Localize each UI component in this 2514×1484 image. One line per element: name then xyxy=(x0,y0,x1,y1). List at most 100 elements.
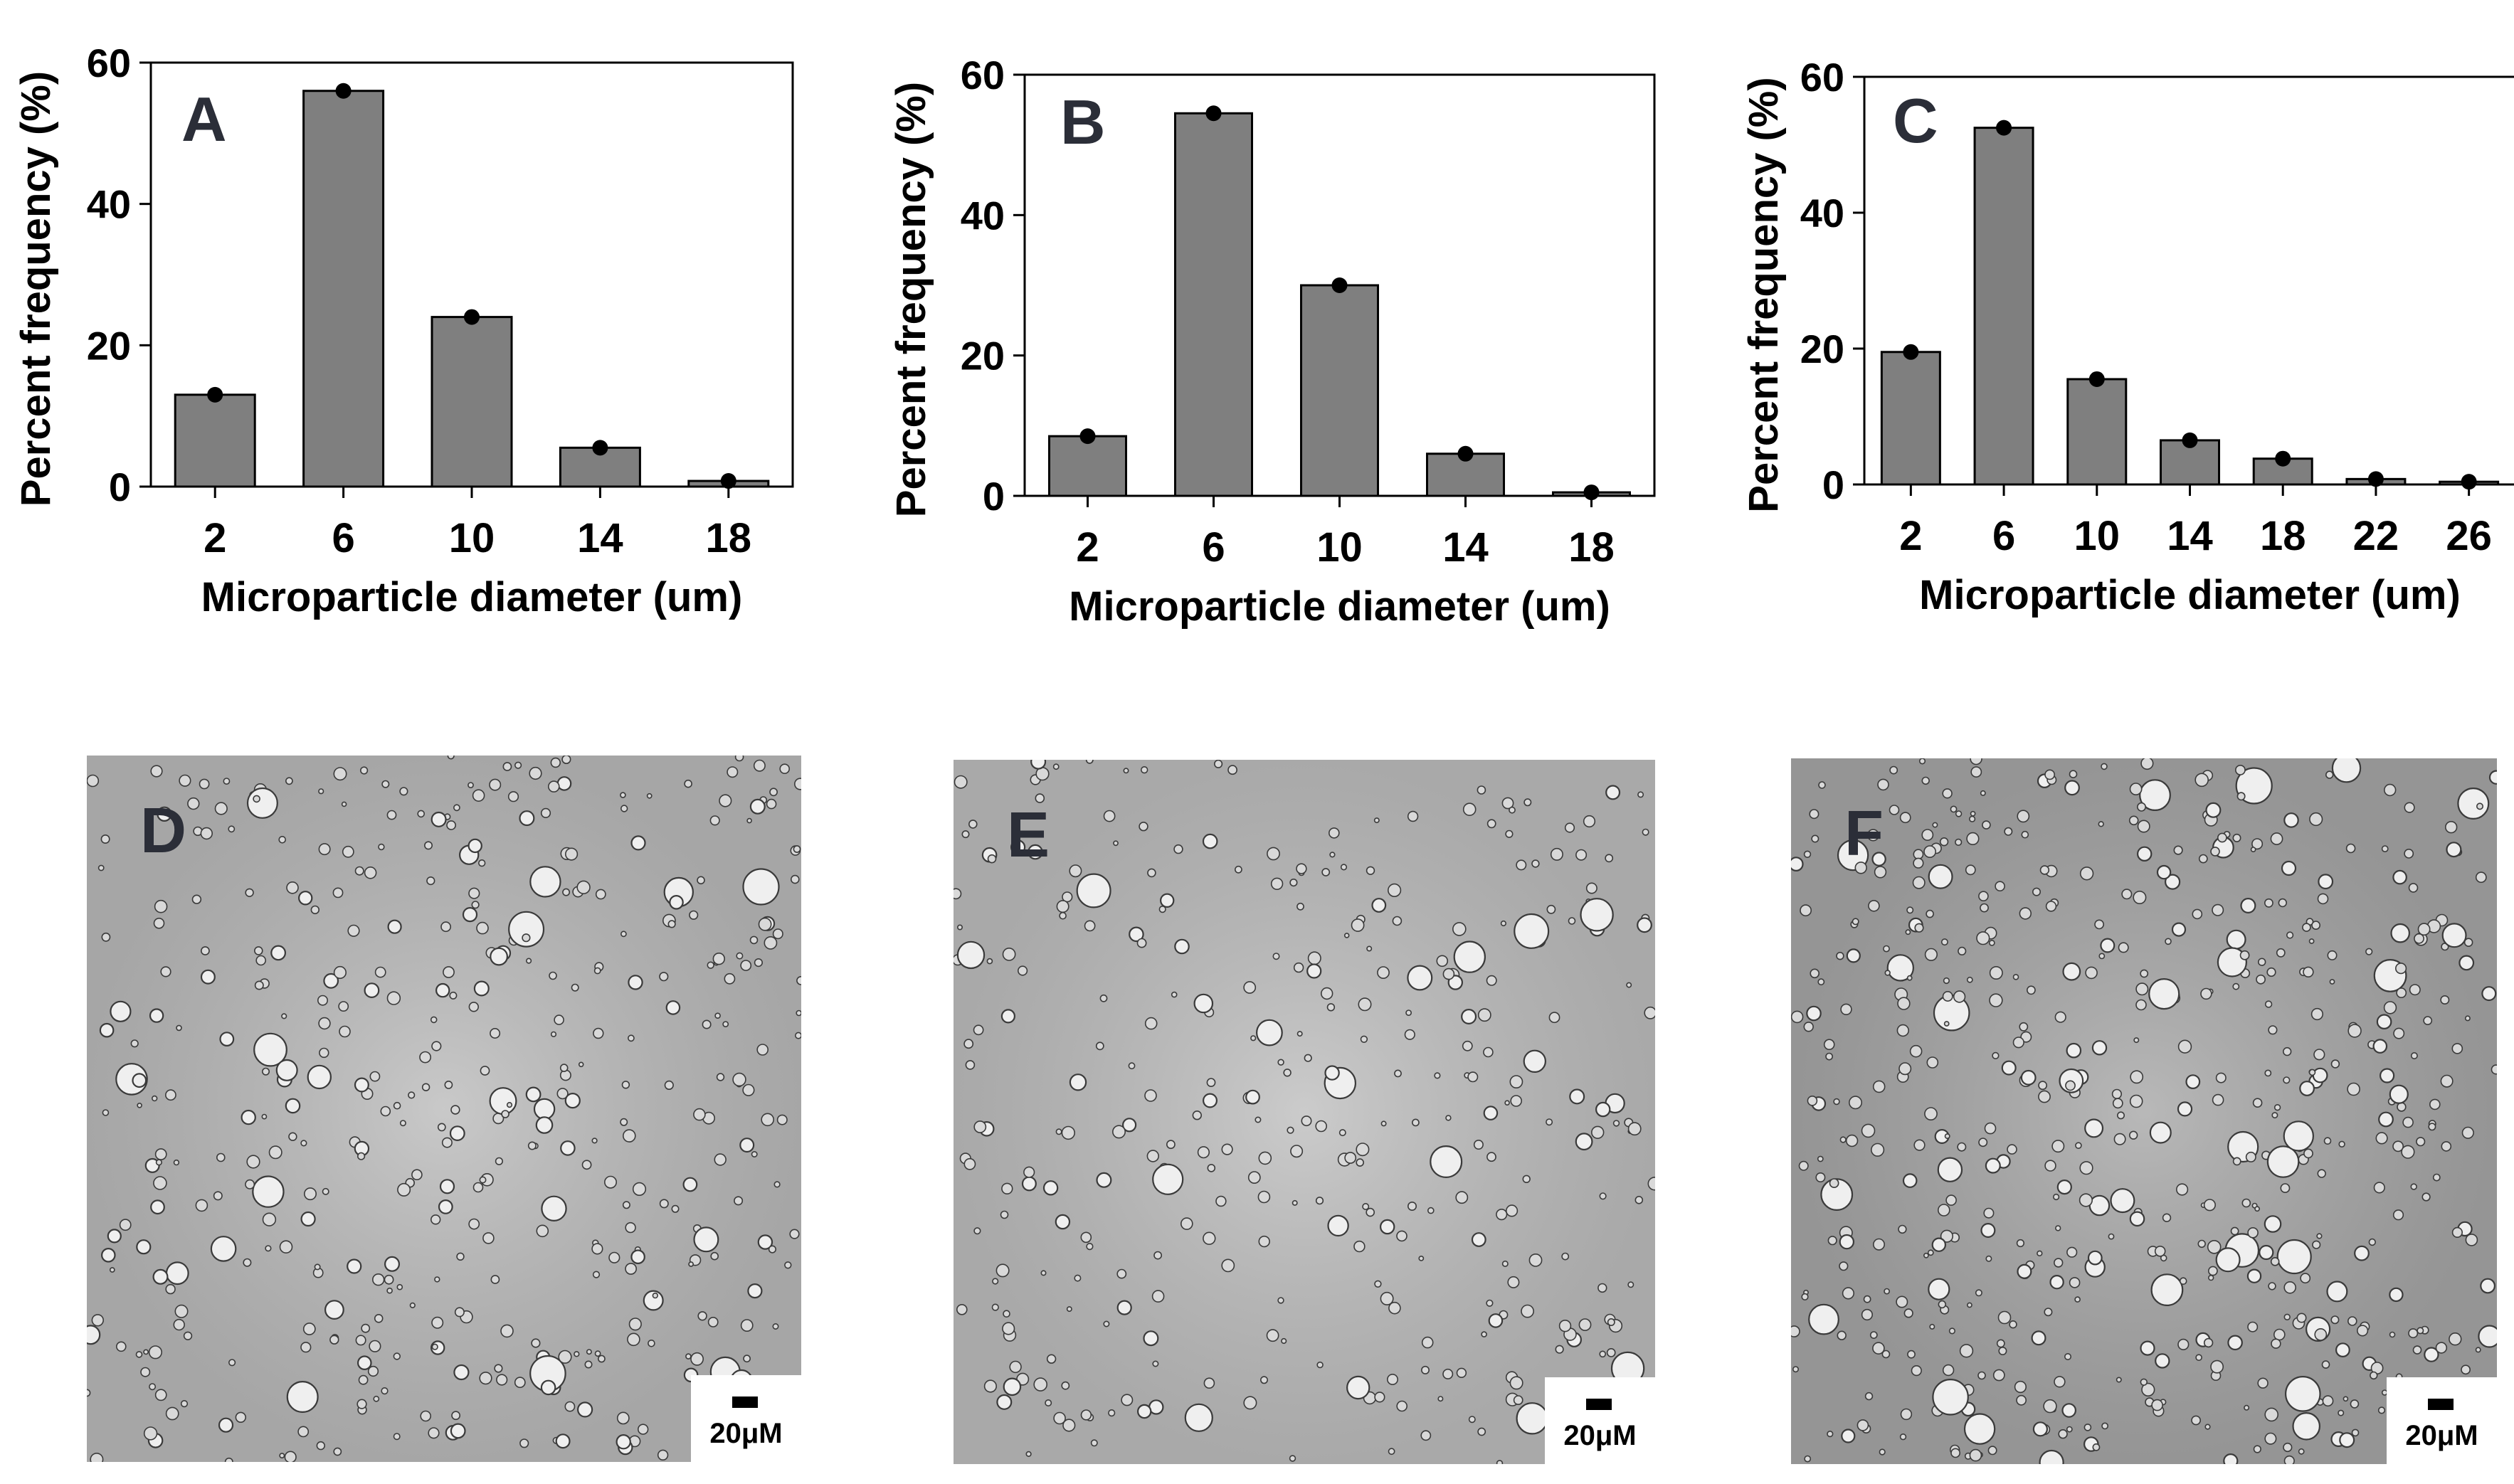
microparticle xyxy=(2177,1039,2192,1054)
microparticle xyxy=(298,891,313,906)
microparticle xyxy=(2451,1226,2463,1239)
microparticle xyxy=(1842,1287,1854,1300)
microparticle xyxy=(426,876,435,886)
microparticle xyxy=(1599,1192,1607,1200)
microparticle xyxy=(1983,1207,1995,1219)
microparticle xyxy=(2129,783,2143,796)
microparticle xyxy=(595,889,606,900)
microparticle xyxy=(195,1199,208,1212)
microparticle xyxy=(2283,1455,2295,1464)
microparticle xyxy=(1061,1125,1076,1140)
microparticle xyxy=(628,975,643,990)
microparticle xyxy=(1854,862,1867,874)
microparticle xyxy=(1801,1293,1809,1301)
microparticle xyxy=(386,810,397,820)
y-tick-label: 40 xyxy=(87,182,131,227)
microparticle xyxy=(2155,1353,2170,1369)
microparticle xyxy=(386,991,401,1005)
microparticle xyxy=(742,1083,755,1096)
y-tick-label: 20 xyxy=(1800,327,1844,371)
microparticle xyxy=(213,1191,223,1201)
microparticle xyxy=(1069,1074,1087,1091)
microparticle xyxy=(2021,830,2029,839)
x-tick-label: 10 xyxy=(449,515,495,561)
microparticle xyxy=(734,1196,744,1206)
microparticle xyxy=(2246,1268,2262,1283)
microparticle xyxy=(1346,1375,1370,1400)
microparticle xyxy=(684,779,692,788)
microparticle xyxy=(1791,1325,1800,1337)
microparticle xyxy=(2491,1064,2497,1075)
microparticle xyxy=(374,966,386,978)
microparticle xyxy=(2045,901,2057,912)
microparticle xyxy=(2276,1239,2312,1275)
microparticle xyxy=(1940,1229,1953,1243)
bar xyxy=(431,316,513,488)
microparticle xyxy=(1085,760,1094,764)
micrograph-vignette xyxy=(1791,758,2497,1464)
microparticle xyxy=(140,1367,151,1377)
data-point xyxy=(2182,432,2198,448)
microparticle xyxy=(2264,1215,2282,1233)
microparticle xyxy=(2350,1399,2360,1409)
microparticle xyxy=(1590,1125,1605,1139)
microparticle xyxy=(2404,848,2414,859)
microparticle xyxy=(1371,898,1387,913)
microparticle xyxy=(430,1016,438,1024)
microparticle xyxy=(554,1014,564,1025)
microparticle xyxy=(1296,863,1307,874)
microparticle xyxy=(288,1132,297,1141)
microparticle xyxy=(1863,1295,1871,1303)
microparticle xyxy=(2268,1025,2278,1035)
microparticle xyxy=(150,765,163,778)
microparticle xyxy=(2312,1240,2321,1249)
microparticle xyxy=(1147,868,1156,878)
microparticle xyxy=(218,1417,234,1433)
scale-bar-e xyxy=(1586,1399,1612,1410)
microparticle xyxy=(2488,770,2497,785)
microparticle xyxy=(165,1406,179,1421)
microparticle xyxy=(369,1071,381,1082)
microparticle xyxy=(622,1201,630,1209)
microparticle xyxy=(2283,1120,2315,1152)
microparticle xyxy=(1035,793,1045,803)
y-tick-label: 20 xyxy=(961,334,1005,378)
microparticle xyxy=(1903,1308,1913,1318)
microparticle xyxy=(1396,1400,1408,1412)
microparticle xyxy=(789,1229,800,1239)
microparticle xyxy=(2375,1132,2388,1145)
microparticle xyxy=(697,1311,707,1321)
microparticle xyxy=(2259,1244,2274,1261)
microparticle xyxy=(2421,1192,2431,1202)
microparticle xyxy=(2195,1354,2202,1362)
scale-label-d: 20μM xyxy=(709,1418,783,1449)
microparticle xyxy=(1477,785,1486,795)
microparticle xyxy=(555,1433,571,1449)
microparticle xyxy=(1069,864,1082,878)
microparticle xyxy=(490,947,508,966)
microparticle xyxy=(2321,1360,2330,1369)
microparticle xyxy=(318,788,324,795)
microparticle xyxy=(431,811,447,827)
microparticle xyxy=(100,1247,116,1263)
microparticle xyxy=(591,1138,598,1144)
microparticle xyxy=(743,1355,751,1363)
microparticle xyxy=(135,1351,143,1358)
microparticle xyxy=(2283,1076,2291,1084)
microparticle xyxy=(1042,1180,1059,1196)
microparticle xyxy=(2051,1140,2065,1153)
microparticle xyxy=(2378,1111,2394,1128)
microparticle xyxy=(2055,1225,2061,1231)
microparticle xyxy=(87,1325,101,1345)
microparticle xyxy=(1266,1329,1279,1342)
microparticle xyxy=(2212,903,2224,916)
microparticle xyxy=(149,1008,164,1023)
microparticle xyxy=(2408,883,2419,893)
y-tick-label: 0 xyxy=(983,474,1005,519)
microparticle xyxy=(2151,1399,2163,1411)
microparticle xyxy=(1315,1197,1324,1205)
microparticle xyxy=(324,1300,344,1320)
microparticle xyxy=(1846,948,1861,963)
microparticle xyxy=(1806,1005,1822,1022)
microparticle xyxy=(1486,1299,1494,1307)
